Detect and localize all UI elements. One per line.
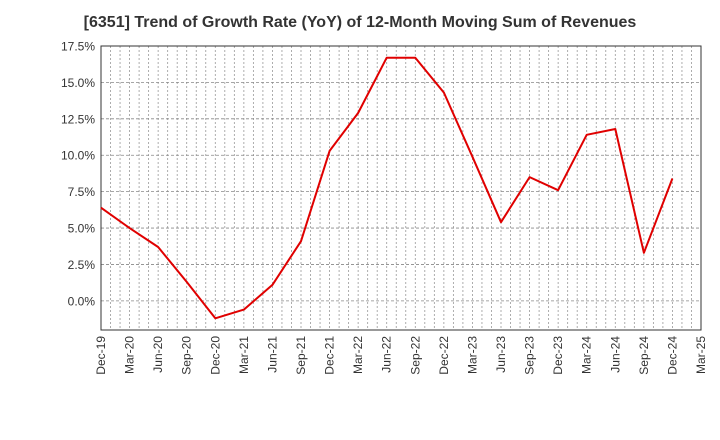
x-tick-label: Dec-24 [665,336,679,375]
x-tick-label: Jun-24 [608,336,622,373]
x-tick-label: Jun-21 [265,336,279,373]
x-tick-label: Dec-20 [208,336,222,375]
x-tick-label: Dec-19 [94,336,108,375]
x-tick-label: Jun-20 [151,336,165,373]
x-tick-label: Sep-24 [637,336,651,375]
y-tick-label: 5.0% [68,222,96,236]
x-tick-label: Mar-20 [123,336,137,374]
chart-title: [6351] Trend of Growth Rate (YoY) of 12-… [83,14,637,31]
x-tick-label: Jun-23 [494,336,508,373]
x-tick-label: Sep-21 [294,336,308,375]
y-tick-label: 12.5% [61,112,95,126]
y-tick-label: 2.5% [68,258,96,272]
grid-lines [101,46,701,330]
x-tick-label: Mar-23 [465,336,479,374]
y-tick-label: 15.0% [61,76,95,90]
y-tick-label: 0.0% [68,294,96,308]
y-tick-label: 10.0% [61,149,95,163]
x-tick-label: Dec-21 [323,336,337,375]
x-tick-label: Mar-25 [694,336,708,374]
y-tick-label: 7.5% [68,185,96,199]
x-tick-label: Mar-22 [351,336,365,374]
y-tick-label: 17.5% [61,40,95,54]
x-tick-label: Sep-20 [180,336,194,375]
plot-frame [100,45,702,331]
x-tick-label: Mar-21 [237,336,251,374]
x-tick-label: Dec-23 [551,336,565,375]
x-tick-label: Sep-23 [523,336,537,375]
x-tick-label: Sep-22 [408,336,422,375]
plot-area [101,46,701,330]
x-tick-label: Jun-22 [380,336,394,373]
x-tick-label: Mar-24 [580,336,594,374]
x-tick-label: Dec-22 [437,336,451,375]
